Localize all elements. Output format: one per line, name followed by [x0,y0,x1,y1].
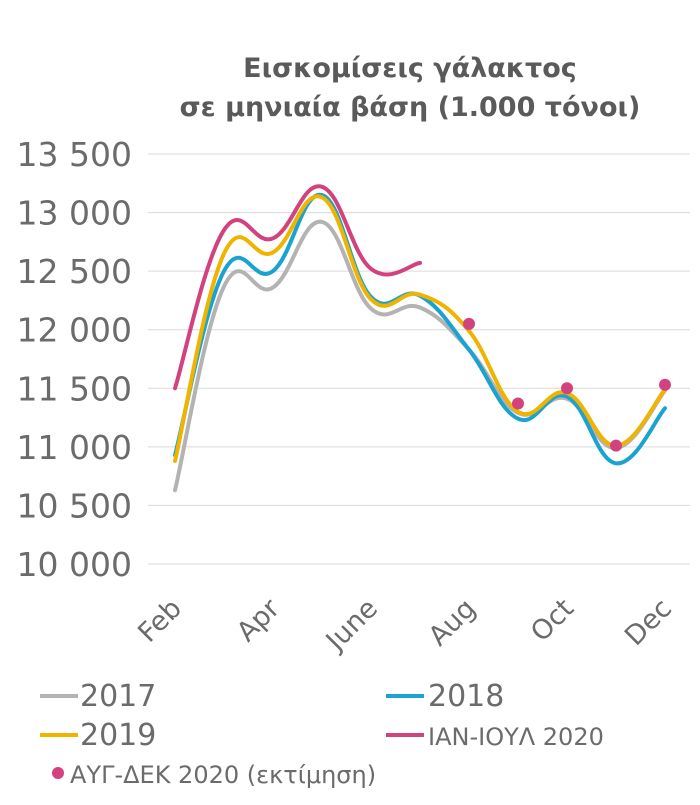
legend-label: ΑΥΓ-ΔΕΚ 2020 (εκτίμηση) [70,761,376,789]
y-tick-label: 11 000 [17,428,132,467]
y-tick-label: 13 000 [17,194,132,233]
legend-label: 2018 [428,679,504,714]
series-3-line [173,184,422,391]
series-4-marker [610,439,622,452]
series-4-marker [659,378,671,391]
series-lines [173,184,667,493]
legend-label: 2019 [80,718,156,753]
x-axis-ticks: Feb Apr June Aug Oct Dec [132,592,678,658]
series-4-marker [463,317,475,330]
y-tick-label: 12 500 [17,252,132,291]
y-axis-ticks: 13 500 13 000 12 500 12 000 11 500 11 000 10 5… [17,135,132,584]
chart-title-line1: Εισκομίσεις γάλακτος [243,53,577,84]
legend-label: ΙΑΝ-ΙΟΥΛ 2020 [428,723,604,751]
x-tick-label: Feb [132,593,188,649]
x-tick-label: Aug [423,593,482,652]
series-4-marker [561,382,573,395]
x-tick-label: Apr [231,592,287,648]
gridlines [148,153,690,565]
estimate-markers [463,317,671,452]
chart-title-line2: σε μηνιαία βάση (1.000 τόνοι) [180,92,641,123]
x-tick-label: Oct [525,593,580,648]
y-tick-label: 10 500 [17,486,132,525]
x-tick-label: Dec [619,593,678,652]
y-tick-label: 11 500 [17,369,132,408]
x-tick-label: June [319,593,384,658]
legend-label: 2017 [80,679,156,714]
y-tick-label: 12 000 [17,311,132,350]
series-4-marker [512,397,524,410]
series-2-line [173,194,667,463]
legend: 2017 2018 2019 ΙΑΝ-ΙΟΥΛ 2020 ΑΥΓ-ΔΕΚ 2020 (ε… [40,679,604,789]
y-tick-label: 10 000 [17,545,132,584]
legend-swatch [52,767,64,779]
y-tick-label: 13 500 [17,135,132,174]
